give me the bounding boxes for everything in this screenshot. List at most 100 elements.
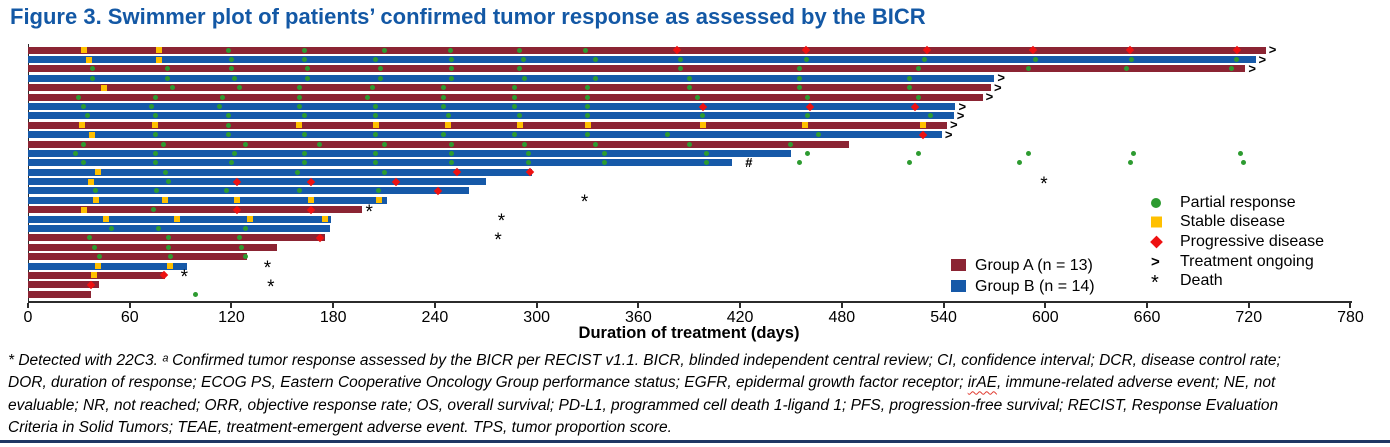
footnote-line: DOR, duration of response; ECOG PS, East… <box>8 374 1276 392</box>
legend-label: Death <box>1180 272 1223 290</box>
x-axis-tick <box>942 303 945 308</box>
stable-disease-marker <box>162 197 169 204</box>
partial-response-marker <box>373 132 379 138</box>
partial-response-marker <box>373 160 379 166</box>
partial-response-marker <box>678 66 684 72</box>
footnote: * Detected with 22C3. ᵃ Confirmed tumor … <box>8 350 1386 440</box>
partial-response-marker <box>89 75 95 81</box>
bottom-rule <box>0 440 1390 443</box>
partial-response-marker <box>522 75 528 81</box>
partial-response-marker <box>242 254 248 260</box>
legend-item-stable-disease: Stable disease <box>1147 213 1387 233</box>
x-axis-tick <box>1044 303 1047 308</box>
x-axis-title: Duration of treatment (days) <box>578 324 800 342</box>
death-marker: * <box>494 229 502 251</box>
partial-response-marker <box>585 85 590 91</box>
partial-response-marker <box>166 235 172 241</box>
partial-response-marker <box>440 132 446 138</box>
patient-bar <box>28 206 362 214</box>
partial-response-marker <box>152 94 158 100</box>
x-axis-tick <box>637 303 640 308</box>
partial-response-marker <box>81 104 87 109</box>
partial-response-marker <box>296 94 302 100</box>
partial-response-marker <box>301 132 307 138</box>
patient-bar <box>28 84 992 92</box>
partial-response-marker <box>703 150 709 156</box>
partial-response-marker <box>512 94 518 100</box>
partial-response-marker <box>152 160 158 166</box>
partial-response-marker <box>517 113 523 119</box>
partial-response-marker <box>796 85 802 91</box>
partial-response-marker <box>449 75 455 81</box>
stable-disease-marker <box>92 197 99 204</box>
patient-bar <box>28 168 532 176</box>
partial-response-marker <box>301 150 307 156</box>
x-axis-tick-label: 600 <box>1031 309 1059 326</box>
patient-bar <box>28 149 791 157</box>
partial-response-marker <box>1229 66 1235 72</box>
partial-response-marker <box>700 113 706 119</box>
partial-response-marker <box>525 160 531 166</box>
death-marker: * <box>365 201 373 223</box>
x-axis-tick <box>1146 303 1149 308</box>
partial-response-marker <box>217 104 223 109</box>
patient-bar <box>28 281 100 289</box>
partial-response-marker <box>517 66 523 72</box>
patient-bar <box>28 234 325 242</box>
partial-response-marker <box>91 244 97 250</box>
x-axis-tick <box>128 303 131 308</box>
stable-disease-marker <box>94 169 101 176</box>
stable-disease-marker <box>87 178 94 185</box>
stable-disease-marker <box>375 197 382 204</box>
partial-response-marker <box>585 132 590 138</box>
partial-response-marker <box>449 160 455 166</box>
partial-response-marker <box>1025 150 1031 156</box>
death-marker: * <box>180 267 189 289</box>
stable-disease-marker <box>91 272 98 279</box>
partial-response-marker <box>149 104 155 109</box>
stable-disease-marker <box>80 47 87 54</box>
death-marker: * <box>497 211 506 233</box>
figure-title: Figure 3. Swimmer plot of patients’ conf… <box>10 4 926 29</box>
x-axis-tick-label: 240 <box>421 309 449 326</box>
partial-response-marker <box>301 113 307 119</box>
partial-response-marker <box>915 94 921 100</box>
patient-bar <box>28 112 954 120</box>
partial-response-marker <box>381 141 387 147</box>
partial-response-marker <box>922 57 928 63</box>
death-marker: * <box>267 276 275 298</box>
stable-disease-marker <box>167 263 174 270</box>
hash-marker: # <box>745 154 753 170</box>
partial-response-marker <box>225 132 231 138</box>
partial-response-marker <box>449 57 455 63</box>
partial-response-marker <box>296 188 302 194</box>
partial-response-marker <box>1241 160 1247 166</box>
x-axis-tick <box>230 303 233 308</box>
legend-item-progressive-disease: Progressive disease <box>1147 232 1387 252</box>
partial-response-marker <box>152 150 158 156</box>
patient-bar <box>28 56 1256 64</box>
partial-response-marker <box>108 226 114 231</box>
x-axis-tick-label: 0 <box>23 309 33 326</box>
x-axis-line <box>28 301 1353 303</box>
partial-response-marker <box>445 113 451 119</box>
stable-disease-marker <box>247 216 254 223</box>
partial-response-marker <box>378 66 384 72</box>
x-axis-tick-label: 780 <box>1337 309 1364 326</box>
patient-bar <box>28 46 1266 54</box>
partial-response-marker <box>695 94 701 100</box>
patient-bar <box>28 140 849 148</box>
partial-response-marker <box>1025 66 1031 72</box>
partial-response-marker <box>664 132 670 138</box>
x-axis-tick <box>1349 303 1352 308</box>
stable-disease-marker <box>86 56 93 63</box>
legend-label: Group B (n = 14) <box>975 277 1095 295</box>
x-axis-tick <box>433 303 436 308</box>
x-axis-tick-label: 720 <box>1235 309 1263 326</box>
partial-response-marker <box>152 113 158 119</box>
partial-response-marker <box>447 47 453 53</box>
partial-response-marker <box>166 244 172 250</box>
partial-response-marker <box>381 169 387 175</box>
patient-bar <box>28 196 388 204</box>
stable-disease-marker <box>233 197 240 204</box>
